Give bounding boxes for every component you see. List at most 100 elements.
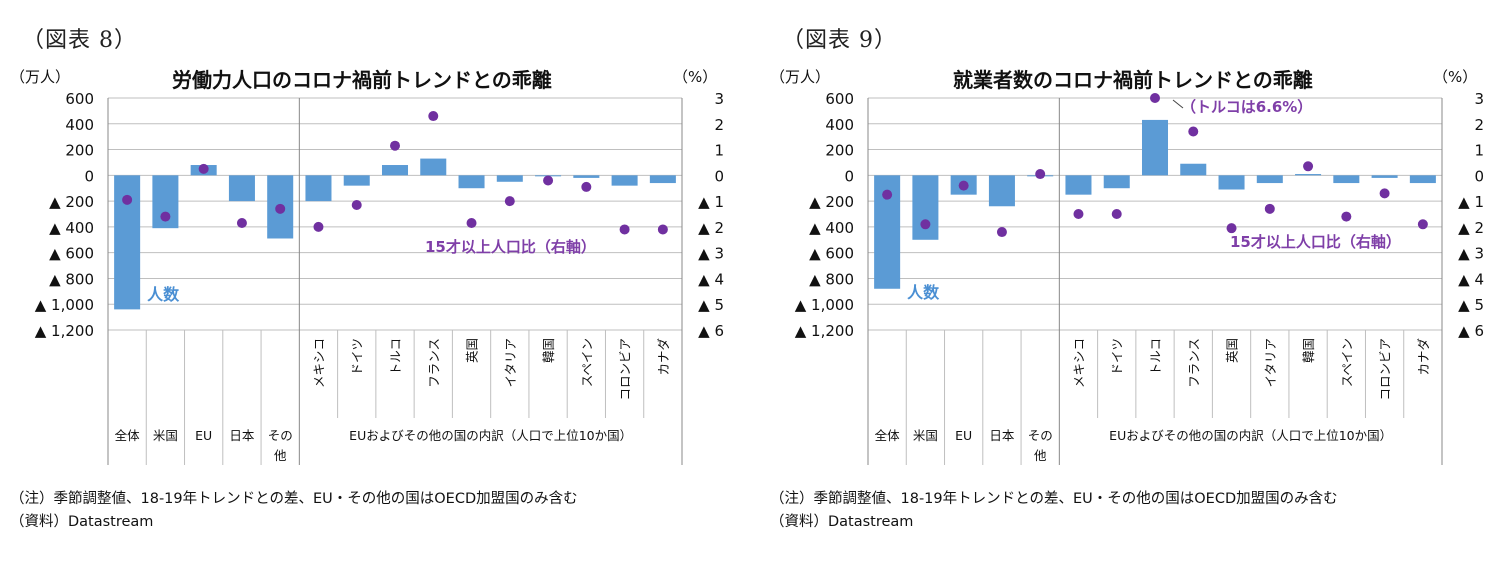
bar-ドイツ <box>1103 175 1130 189</box>
right-tick-label: ▲ 5 <box>698 296 724 314</box>
bar-コロンビア <box>1371 175 1398 178</box>
bar-コロンビア <box>611 175 638 186</box>
category-label: トルコ <box>388 338 403 375</box>
bar-ドイツ <box>343 175 370 186</box>
right-tick-label: ▲ 3 <box>698 245 724 263</box>
dot-その他 <box>275 203 286 214</box>
dot-トルコ <box>1150 93 1160 103</box>
bar-イタリア <box>1256 175 1283 184</box>
category-label: その <box>268 428 293 443</box>
category-label: 日本 <box>229 428 255 443</box>
bar-米国 <box>912 175 939 240</box>
left-axis-unit: （万人） <box>10 68 71 86</box>
left-tick-label: ▲ 1,000 <box>35 296 94 314</box>
dot-全体 <box>882 189 893 200</box>
bar-カナダ <box>1409 175 1436 184</box>
left-tick-label: ▲ 400 <box>809 219 854 237</box>
category-label: 英国 <box>465 338 480 363</box>
dot-スペイン <box>1341 211 1352 222</box>
series-label-bars: 人数 <box>907 283 940 302</box>
left-tick-label: 400 <box>65 116 94 134</box>
dot-トルコ <box>390 140 400 151</box>
chart-title: 就業者数のコロナ禍前トレンドとの乖離 <box>953 68 1313 92</box>
category-label: 全体 <box>875 428 901 443</box>
dot-米国 <box>160 211 171 222</box>
right-tick-label: 1 <box>1474 142 1484 160</box>
dot-米国 <box>920 219 931 230</box>
dot-その他 <box>1035 169 1046 180</box>
dot-カナダ <box>1417 219 1428 230</box>
dot-日本 <box>236 218 247 229</box>
note: （注）季節調整値、18-19年トレンドとの差、EU・その他の国はOECD加盟国の… <box>770 491 1338 507</box>
right-tick-label: 3 <box>1474 90 1484 108</box>
figure-label: （図表 9） <box>782 28 897 53</box>
right-tick-label: ▲ 6 <box>698 322 724 340</box>
bar-英国 <box>458 175 485 189</box>
dot-ドイツ <box>351 199 362 210</box>
category-label: 韓国 <box>1301 338 1316 363</box>
note: （注）季節調整値、18-19年トレンドとの差、EU・その他の国はOECD加盟国の… <box>10 491 578 507</box>
category-label: スペイン <box>1339 338 1354 387</box>
category-label: 全体 <box>115 428 141 443</box>
bar-日本 <box>228 175 255 202</box>
category-label: イタリア <box>1263 338 1278 388</box>
category-label: 米国 <box>913 428 938 443</box>
left-tick-label: 0 <box>844 167 854 185</box>
bar-トルコ <box>381 165 409 176</box>
chart-svg: 600 400 200 0 ▲ 200 ▲ 400 ▲ 600 ▲ 800 ▲ 1,000 ▲ 1… <box>795 90 1484 465</box>
left-tick-label: 200 <box>65 142 94 160</box>
left-tick-label: 600 <box>825 90 854 108</box>
category-label: メキシコ <box>311 338 326 388</box>
series-label-dots: 15才以上人口比（右軸） <box>1230 233 1401 251</box>
left-tick-label: 200 <box>825 142 854 160</box>
bar-メキシコ <box>305 175 332 202</box>
source: （資料）Datastream <box>770 514 914 530</box>
left-tick-label: ▲ 400 <box>49 219 94 237</box>
category-label: 米国 <box>153 428 178 443</box>
category-label: 韓国 <box>541 338 556 363</box>
right-tick-label: 2 <box>1474 116 1484 134</box>
chart-panel-8: （図表 8） （万人） 労働力人口のコロナ禍前トレンドとの乖離 （%） 600 4… <box>0 0 750 563</box>
category-label: ドイツ <box>350 338 365 376</box>
bar-メキシコ <box>1065 175 1092 195</box>
series-label-bars: 人数 <box>147 285 180 304</box>
bar-スペイン <box>1333 175 1360 184</box>
right-tick-label: ▲ 4 <box>1458 270 1484 288</box>
category-label: コロンビア <box>618 338 633 401</box>
category-label: フランス <box>426 338 441 388</box>
dot-韓国 <box>543 175 554 186</box>
category-label: その <box>1028 428 1053 443</box>
right-tick-label: 2 <box>714 116 724 134</box>
right-tick-label: ▲ 1 <box>1458 193 1484 211</box>
annotation-arrow <box>1172 99 1184 109</box>
left-tick-label: ▲ 800 <box>49 270 94 288</box>
bar-日本 <box>988 175 1015 207</box>
source: （資料）Datastream <box>10 514 154 530</box>
left-tick-label: ▲ 1,200 <box>35 322 94 340</box>
right-tick-label: ▲ 3 <box>1458 245 1484 263</box>
bar-フランス <box>1180 163 1207 176</box>
category-label: 他 <box>1034 448 1047 463</box>
category-label: カナダ <box>656 338 671 376</box>
left-tick-label: ▲ 1,000 <box>795 296 854 314</box>
right-axis-unit: （%） <box>673 68 718 86</box>
category-label: EU <box>955 428 972 443</box>
chart-title: 労働力人口のコロナ禍前トレンドとの乖離 <box>172 68 552 92</box>
right-tick-label: 3 <box>714 90 724 108</box>
bar-韓国 <box>1295 174 1322 176</box>
dot-スペイン <box>581 181 592 192</box>
right-tick-label: ▲ 5 <box>1458 296 1484 314</box>
category-label: カナダ <box>1416 338 1431 376</box>
right-tick-label: 0 <box>1474 167 1484 185</box>
category-label: イタリア <box>503 338 518 388</box>
dot-メキシコ <box>1073 209 1084 219</box>
dot-EU <box>198 163 209 174</box>
group-label: EUおよびその他の国の内訳（人口で上位10か国） <box>1109 428 1392 443</box>
dot-日本 <box>996 227 1007 238</box>
category-label: フランス <box>1186 338 1201 388</box>
dot-全体 <box>122 194 133 205</box>
dot-コロンビア <box>1379 188 1390 199</box>
bar-トルコ <box>1141 119 1169 176</box>
left-tick-label: ▲ 1,200 <box>795 322 854 340</box>
right-axis-unit: （%） <box>1433 68 1478 86</box>
